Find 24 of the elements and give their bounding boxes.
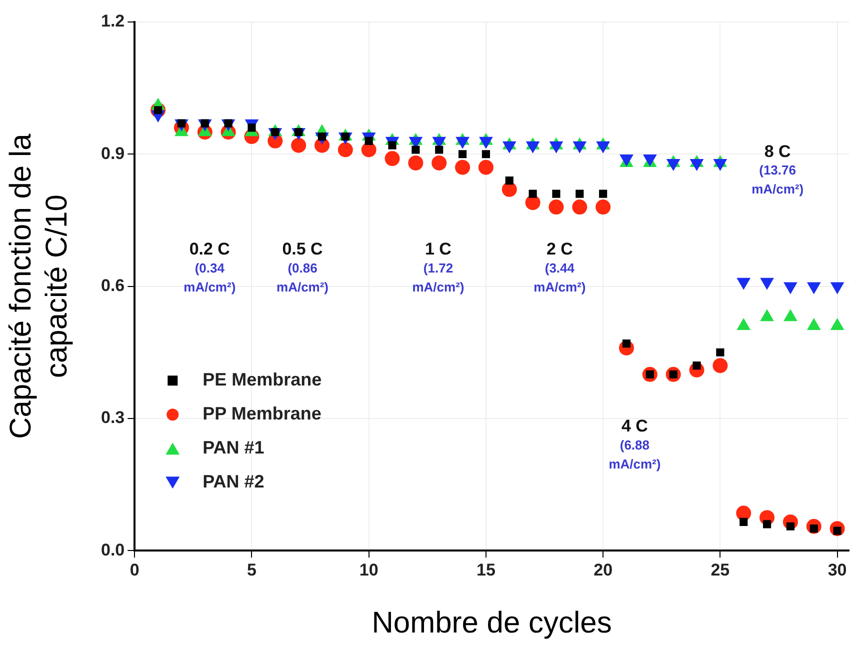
x-tick-label: 25	[710, 560, 730, 580]
legend-label: PP Membrane	[202, 404, 322, 424]
x-tick-label: 5	[247, 560, 256, 580]
x-axis-title: Nombre de cycles	[372, 606, 612, 640]
annotation: 0.2 C (0.34 mA/cm²)	[184, 240, 236, 294]
y-axis-title: Capacité fonction de la capacité C/10	[4, 133, 74, 439]
y-tick-label: 1.2	[100, 12, 125, 31]
x-tick-label: 10	[359, 560, 378, 580]
y-tick-label: 0.0	[100, 540, 125, 560]
annotation: 0.5 C (0.86 mA/cm²)	[276, 240, 329, 294]
x-tick-label: 0	[130, 560, 140, 580]
annotation: 2 C (3.44 mA/cm²)	[534, 240, 586, 294]
x-tick-label: 20	[594, 560, 613, 580]
annotation: 1 C (1.72 mA/cm²)	[412, 240, 464, 294]
annotation: 4 C (6.88 mA/cm²)	[608, 416, 661, 472]
y-tick-label: 0.3	[100, 408, 125, 428]
x-tick-label: 15	[476, 560, 496, 580]
legend-label: PE Membrane	[202, 370, 322, 390]
legend-label: PAN #1	[202, 438, 264, 458]
legend-label: PAN #2	[202, 472, 264, 492]
annotation: 8 C (13.76 mA/cm²)	[752, 142, 804, 197]
y-tick-label: 0.9	[100, 144, 125, 163]
x-tick-label: 30	[828, 560, 847, 580]
y-tick-label: 0.6	[100, 276, 125, 295]
